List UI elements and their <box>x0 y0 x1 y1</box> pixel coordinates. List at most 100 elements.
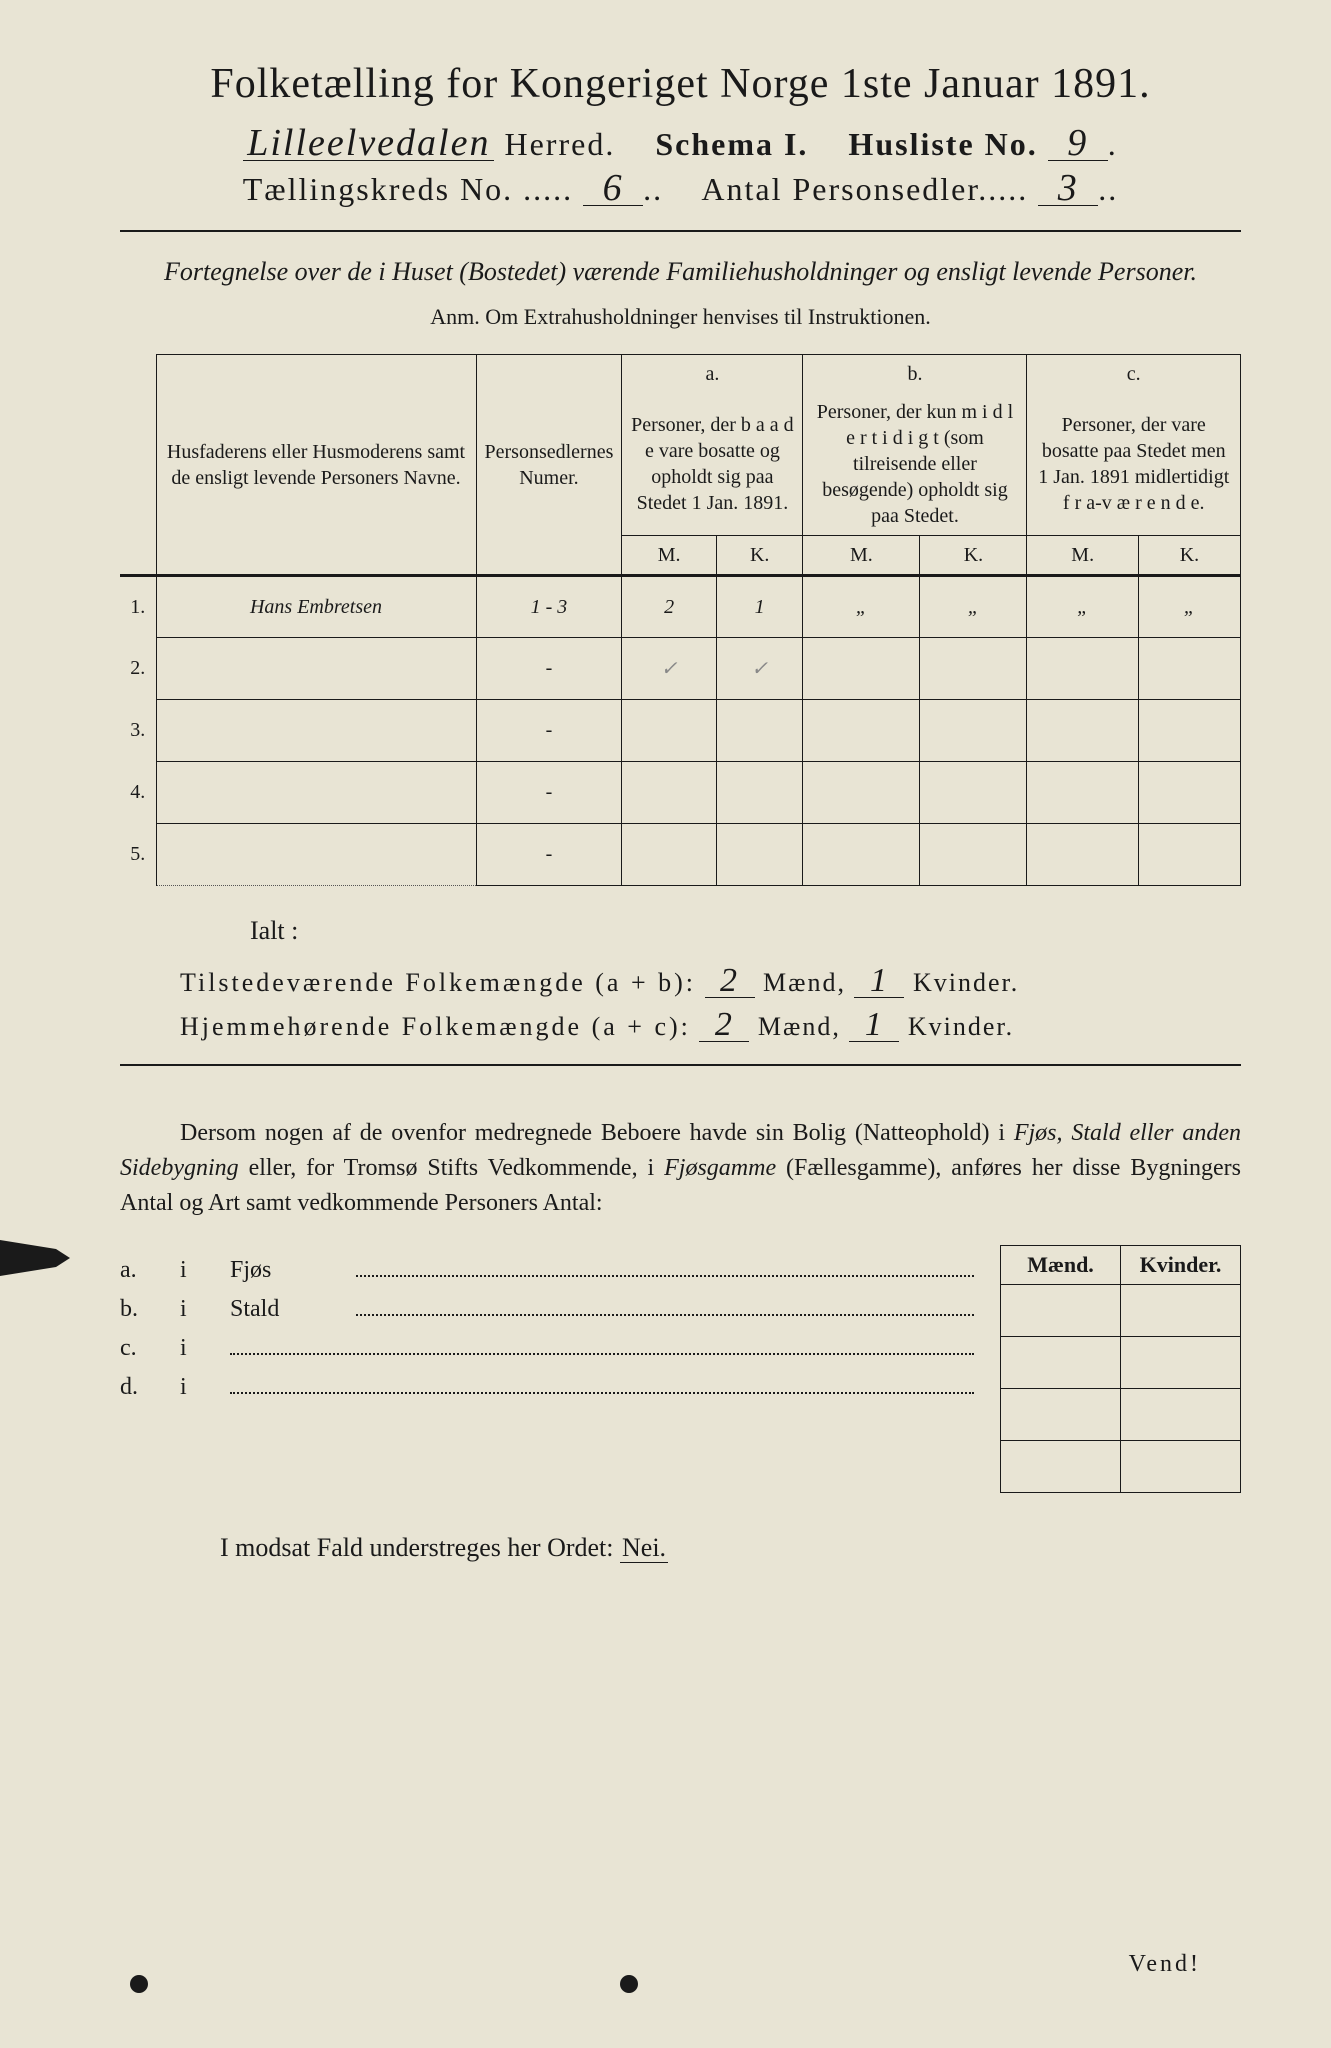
row-cm: „ <box>1027 576 1138 638</box>
husliste-value: 9 <box>1048 126 1108 161</box>
herred-label: Herred. <box>504 126 615 162</box>
schema-label: Schema I. <box>655 126 808 162</box>
building-block: a. i Fjøs b. i Stald c. i d. i <box>120 1245 1241 1493</box>
row-ak <box>716 700 803 762</box>
summary-line-2: Hjemmehørende Folkemængde (a + c): 2 Mæn… <box>180 1010 1241 1042</box>
husliste-label: Husliste No. <box>848 126 1037 162</box>
summary-1-m: 2 <box>705 966 755 998</box>
building-letter: c. <box>120 1335 180 1362</box>
maend-label: Mænd, <box>763 968 846 997</box>
nei-label: I modsat Fald understreges her Ordet: <box>220 1533 614 1562</box>
mk-cell <box>1001 1284 1121 1336</box>
col-b-letter: b. <box>803 355 1027 394</box>
personsedler-value: 3 <box>1038 171 1098 206</box>
building-row: d. i <box>120 1374 980 1401</box>
anm-note: Anm. Om Extrahusholdninger henvises til … <box>120 304 1241 330</box>
row-index: 1. <box>120 576 156 638</box>
col-c-m: M. <box>1027 536 1138 576</box>
mk-kvinder-header: Kvinder. <box>1121 1245 1241 1284</box>
page-title: Folketælling for Kongeriget Norge 1ste J… <box>120 60 1241 108</box>
col-a-k: K. <box>716 536 803 576</box>
row-name <box>156 638 476 700</box>
row-bm <box>803 700 920 762</box>
summary-label-2: Hjemmehørende Folkemængde (a + c): <box>180 1012 691 1041</box>
summary-2-k: 1 <box>849 1010 899 1042</box>
row-num: - <box>476 700 622 762</box>
col-a-desc: Personer, der b a a d e vare bosatte og … <box>622 393 803 536</box>
row-bm <box>803 824 920 886</box>
row-ak: 1 <box>716 576 803 638</box>
row-cm <box>1027 824 1138 886</box>
row-name: Hans Embretsen <box>156 576 476 638</box>
header-line-1: Lilleelvedalen Herred. Schema I. Huslist… <box>120 126 1241 163</box>
row-cm <box>1027 700 1138 762</box>
mk-cell <box>1001 1440 1121 1492</box>
building-letter: a. <box>120 1257 180 1284</box>
row-bk <box>920 700 1027 762</box>
row-bk <box>920 824 1027 886</box>
building-list: a. i Fjøs b. i Stald c. i d. i <box>120 1245 980 1493</box>
col-c-letter: c. <box>1027 355 1241 394</box>
row-index: 2. <box>120 638 156 700</box>
mk-cell <box>1121 1284 1241 1336</box>
kvinder-label: Kvinder. <box>913 968 1019 997</box>
col-header-name: Husfaderens eller Husmoderens samt de en… <box>156 355 476 576</box>
vend-label: Vend! <box>1129 1951 1201 1978</box>
building-i: i <box>180 1374 230 1401</box>
row-name <box>156 700 476 762</box>
row-index: 5. <box>120 824 156 886</box>
summary-2-m: 2 <box>699 1010 749 1042</box>
row-index: 3. <box>120 700 156 762</box>
summary-1-k: 1 <box>854 966 904 998</box>
row-bm <box>803 762 920 824</box>
building-row: b. i Stald <box>120 1296 980 1323</box>
building-name: Fjøs <box>230 1257 350 1284</box>
row-num: - <box>476 638 622 700</box>
row-bk <box>920 762 1027 824</box>
building-mk-table: Mænd. Kvinder. <box>1000 1245 1241 1493</box>
col-b-desc: Personer, der kun m i d l e r t i d i g … <box>803 393 1027 536</box>
row-bm <box>803 638 920 700</box>
census-form-page: Folketælling for Kongeriget Norge 1ste J… <box>0 0 1331 2048</box>
building-i: i <box>180 1296 230 1323</box>
building-i: i <box>180 1335 230 1362</box>
mk-cell <box>1121 1336 1241 1388</box>
row-ck <box>1138 762 1240 824</box>
building-letter: b. <box>120 1296 180 1323</box>
summary-label-1: Tilstedeværende Folkemængde (a + b): <box>180 968 696 997</box>
dotted-line <box>230 1392 974 1394</box>
dotted-line <box>356 1275 974 1277</box>
col-a-letter: a. <box>622 355 803 394</box>
building-letter: d. <box>120 1374 180 1401</box>
row-num: 1 - 3 <box>476 576 622 638</box>
kreds-value: 6 <box>583 171 643 206</box>
col-c-desc: Personer, der vare bosatte paa Stedet me… <box>1027 393 1241 536</box>
col-b-k: K. <box>920 536 1027 576</box>
col-header-numer: Personsedlernes Numer. <box>476 355 622 576</box>
col-b-m: M. <box>803 536 920 576</box>
row-ck <box>1138 700 1240 762</box>
summary-line-1: Tilstedeværende Folkemængde (a + b): 2 M… <box>180 966 1241 998</box>
mk-maend-header: Mænd. <box>1001 1245 1121 1284</box>
row-ck <box>1138 638 1240 700</box>
row-num: - <box>476 824 622 886</box>
building-name: Stald <box>230 1296 350 1323</box>
row-ak: ✓ <box>716 638 803 700</box>
kvinder-label: Kvinder. <box>908 1012 1014 1041</box>
building-row: a. i Fjøs <box>120 1257 980 1284</box>
building-paragraph: Dersom nogen af de ovenfor medregnede Be… <box>120 1116 1241 1220</box>
ialt-label: Ialt : <box>250 916 1241 946</box>
building-row: c. i <box>120 1335 980 1362</box>
row-bm: „ <box>803 576 920 638</box>
dotted-line <box>230 1353 974 1355</box>
row-am <box>622 824 717 886</box>
row-am: ✓ <box>622 638 717 700</box>
row-ak <box>716 824 803 886</box>
herred-value: Lilleelvedalen <box>243 126 494 161</box>
punch-hole <box>620 1975 638 1993</box>
mk-cell <box>1121 1440 1241 1492</box>
personsedler-label: Antal Personsedler..... <box>701 171 1028 207</box>
household-table: Husfaderens eller Husmoderens samt de en… <box>120 354 1241 886</box>
divider-2 <box>120 1064 1241 1066</box>
row-ck <box>1138 824 1240 886</box>
